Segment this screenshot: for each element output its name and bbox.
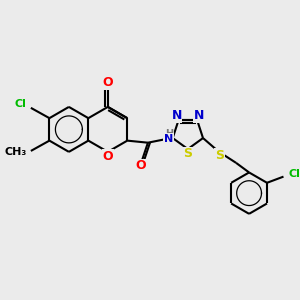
Text: O: O [103, 76, 113, 89]
Text: H: H [165, 129, 173, 139]
Text: S: S [215, 149, 224, 162]
Text: N: N [194, 109, 204, 122]
Text: CH₃: CH₃ [5, 147, 27, 157]
Text: N: N [171, 109, 182, 122]
Text: S: S [183, 147, 192, 160]
Text: N: N [164, 134, 173, 144]
Text: Cl: Cl [14, 99, 26, 109]
Text: Cl: Cl [288, 169, 300, 179]
Text: O: O [103, 150, 113, 163]
Text: O: O [136, 159, 146, 172]
